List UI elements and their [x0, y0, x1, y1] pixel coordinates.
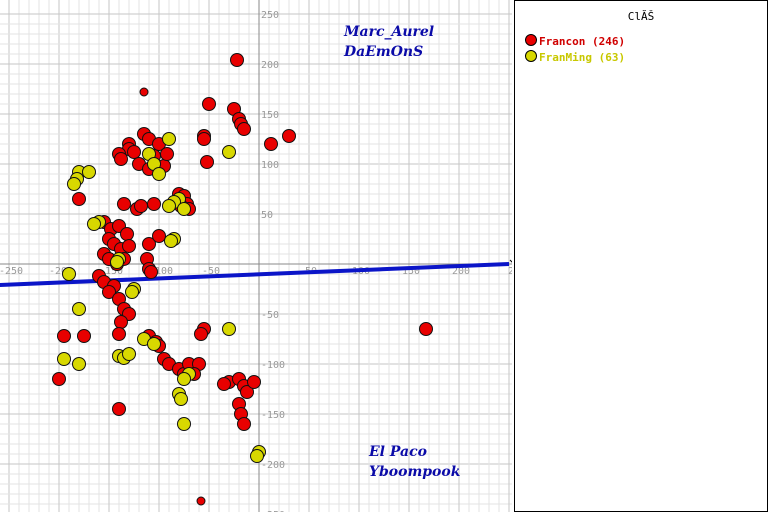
x-tick-label: -100 [149, 266, 173, 277]
point-francon [237, 417, 251, 431]
annotations: Marc_Aurel DaEmOnS El Paco Yboompook [343, 24, 461, 480]
legend-item-francon: Francon (246) [525, 34, 625, 48]
point-francon [102, 285, 116, 299]
point-franming [162, 199, 176, 213]
point-franming [164, 234, 178, 248]
annotation-label: Yboompook [369, 464, 461, 480]
x-tick-label: -150 [99, 266, 123, 277]
point-franming [62, 267, 76, 281]
point-franming [87, 217, 101, 231]
x-tick-label: 2 [508, 266, 512, 277]
y-tick-label: -200 [261, 460, 285, 471]
legend-panel: ClĂŠ Francon (246) FranMing (63) [514, 0, 768, 512]
plot-background [0, 0, 512, 512]
point-francon [282, 129, 296, 143]
point-francon [196, 496, 206, 506]
legend-label-francon: Francon (246) [539, 35, 626, 48]
x-tick-label: -250 [0, 266, 23, 277]
point-franming [72, 357, 86, 371]
y-tick-label: -250 [261, 510, 285, 512]
point-francon [194, 327, 208, 341]
x-axis-arrow [509, 259, 512, 263]
point-francon [217, 377, 231, 391]
tick-labels: -250 -200 -150 -100 -50 50 100 150 200 2 250 200 150… [0, 10, 512, 512]
annotation-label: Marc_Aurel [343, 24, 434, 40]
point-francon [139, 87, 149, 97]
scatter-plot-area: -250 -200 -150 -100 -50 50 100 150 200 2 250 200 150… [0, 0, 512, 512]
point-francon [202, 97, 216, 111]
point-francon [237, 122, 251, 136]
y-tick-label: -100 [261, 360, 285, 371]
legend-item-franming: FranMing (63) [525, 50, 625, 64]
point-franming [122, 347, 136, 361]
y-tick-label: 200 [261, 60, 279, 71]
point-franming [72, 302, 86, 316]
point-franming [177, 372, 191, 386]
point-franming [125, 285, 139, 299]
point-francon [240, 385, 254, 399]
point-francon [52, 372, 66, 386]
x-tick-label: -200 [49, 266, 73, 277]
point-francon [120, 227, 134, 241]
point-franming [162, 132, 176, 146]
y-tick-label: 100 [261, 160, 279, 171]
y-tick-label: 50 [261, 210, 273, 221]
point-francon [152, 229, 166, 243]
point-francon [114, 152, 128, 166]
legend-swatch-francon [525, 34, 537, 46]
point-franming [152, 167, 166, 181]
point-francon [160, 147, 174, 161]
data-points [52, 53, 433, 506]
point-franming [222, 322, 236, 336]
point-francon [419, 322, 433, 336]
point-francon [117, 197, 131, 211]
y-tick-label: -150 [261, 410, 285, 421]
annotation-label: DaEmOnS [343, 44, 423, 60]
scatter-plot-svg: -250 -200 -150 -100 -50 50 100 150 200 2 250 200 150… [0, 0, 512, 512]
point-franming [174, 392, 188, 406]
point-franming [110, 255, 124, 269]
point-francon [72, 192, 86, 206]
point-francon [134, 199, 148, 213]
point-francon [247, 375, 261, 389]
point-francon [77, 329, 91, 343]
point-francon [57, 329, 71, 343]
x-tick-label: 200 [452, 266, 470, 277]
x-tick-label: -50 [202, 266, 220, 277]
y-tick-label: 250 [261, 10, 279, 21]
x-tick-label: 150 [402, 266, 420, 277]
point-francon [230, 53, 244, 67]
point-francon [112, 327, 126, 341]
point-franming [177, 202, 191, 216]
axis-layer [0, 0, 512, 512]
point-francon [264, 137, 278, 151]
point-franming [57, 352, 71, 366]
trend-line [0, 262, 510, 287]
point-francon [122, 239, 136, 253]
point-francon [200, 155, 214, 169]
trend-line-layer [0, 262, 510, 287]
y-tick-label: -50 [261, 310, 279, 321]
point-franming [147, 337, 161, 351]
point-francon [142, 237, 156, 251]
point-francon [144, 265, 158, 279]
legend-title: ClĂŠ [627, 10, 655, 23]
point-francon [197, 132, 211, 146]
point-francon [147, 197, 161, 211]
point-franming [82, 165, 96, 179]
point-franming [222, 145, 236, 159]
point-franming [67, 177, 81, 191]
legend-swatch-franming [525, 50, 537, 62]
y-tick-label: 150 [261, 110, 279, 121]
point-franming [177, 417, 191, 431]
point-francon [127, 145, 141, 159]
point-francon [112, 402, 126, 416]
point-franming [250, 449, 264, 463]
annotation-label: El Paco [368, 444, 427, 460]
point-francon [114, 315, 128, 329]
legend-label-franming: FranMing (63) [539, 51, 626, 64]
